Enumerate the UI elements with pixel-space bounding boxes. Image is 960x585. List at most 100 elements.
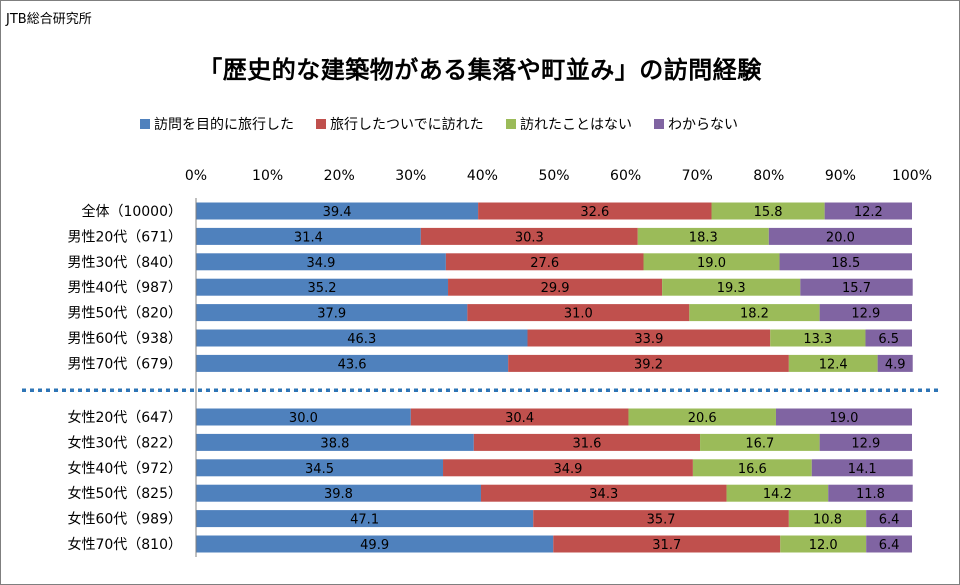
data-label: 49.9 <box>360 538 389 553</box>
legend-swatch <box>140 119 150 129</box>
bar-segment <box>196 304 468 322</box>
bar-segment <box>819 304 912 322</box>
data-label: 14.1 <box>848 462 877 477</box>
bar-segment <box>448 278 663 296</box>
data-label: 37.9 <box>317 307 346 322</box>
data-label: 39.2 <box>634 357 663 372</box>
bar-segment <box>726 484 829 502</box>
category-label: 女性70代（810） <box>67 536 182 553</box>
bar-segment <box>866 535 912 553</box>
legend-label: わからない <box>668 117 738 133</box>
bar-segment <box>196 202 479 220</box>
data-label: 16.7 <box>745 436 774 451</box>
data-label: 31.7 <box>652 538 681 553</box>
bar-segment <box>196 510 534 528</box>
x-tick-label: 60% <box>610 168 641 184</box>
data-label: 18.3 <box>689 230 718 245</box>
bar-segment <box>467 304 690 322</box>
legend-swatch <box>316 119 326 129</box>
data-label: 46.3 <box>347 332 376 347</box>
data-label: 12.0 <box>809 538 838 553</box>
chart-title: 「歴史的な建築物がある集落や町並み」の訪問経験 <box>198 56 762 84</box>
bar-segment <box>788 510 867 528</box>
bar-segment <box>828 484 913 502</box>
category-label: 女性60代（989） <box>67 511 182 528</box>
bar-segment <box>420 227 638 245</box>
data-label: 27.6 <box>530 256 559 271</box>
data-label: 13.3 <box>803 332 832 347</box>
bar-segment <box>473 433 701 451</box>
bar-segment <box>711 202 825 220</box>
category-label: 男性50代（820） <box>67 306 182 322</box>
x-tick-label: 30% <box>395 168 426 184</box>
data-label: 34.9 <box>553 462 582 477</box>
category-label: 男性70代（679） <box>67 356 182 372</box>
bar-segment <box>196 433 474 451</box>
data-label: 30.3 <box>515 230 544 245</box>
bar-segment <box>819 433 912 451</box>
data-label: 19.0 <box>830 411 859 426</box>
category-label: 女性20代（647） <box>67 409 182 426</box>
category-label: 男性30代（840） <box>67 255 182 271</box>
data-label: 4.9 <box>885 357 906 372</box>
bar-segment <box>866 510 912 528</box>
bar-segment <box>410 408 629 426</box>
data-label: 29.9 <box>541 281 570 296</box>
bar-segment <box>478 202 712 220</box>
bar-segment <box>445 253 644 271</box>
data-label: 20.0 <box>826 230 855 245</box>
data-label: 31.0 <box>564 307 593 322</box>
bar-segment <box>196 329 528 347</box>
bar-segment <box>443 459 693 477</box>
bar-segment <box>533 510 789 528</box>
category-label: 女性40代（972） <box>67 460 182 477</box>
bar-segment <box>811 459 913 477</box>
data-label: 34.3 <box>589 487 618 502</box>
data-label: 34.5 <box>305 462 334 477</box>
bar-segment <box>780 535 867 553</box>
bar-segment <box>775 408 912 426</box>
data-label: 18.5 <box>831 256 860 271</box>
bar-segment <box>527 329 771 347</box>
bar-segment <box>800 278 913 296</box>
bar-segment <box>196 253 446 271</box>
data-label: 14.2 <box>763 487 792 502</box>
x-tick-label: 10% <box>252 168 283 184</box>
bar-segment <box>637 227 769 245</box>
data-label: 39.4 <box>323 205 352 220</box>
bar-segment <box>700 433 820 451</box>
data-label: 19.0 <box>697 256 726 271</box>
data-label: 6.4 <box>879 513 900 528</box>
bar-segment <box>768 227 912 245</box>
legend-swatch <box>506 119 516 129</box>
data-label: 20.6 <box>688 411 717 426</box>
category-label: 女性30代（822） <box>67 434 182 451</box>
bar-segment <box>877 354 913 372</box>
data-label: 30.0 <box>289 411 318 426</box>
data-label: 31.4 <box>294 230 323 245</box>
bar-segment <box>508 354 789 372</box>
legend-label: 訪問を目的に旅行した <box>154 117 294 133</box>
x-tick-label: 0% <box>185 168 207 184</box>
bar-segment <box>788 354 878 372</box>
data-label: 15.8 <box>754 205 783 220</box>
data-label: 35.2 <box>308 281 337 296</box>
bar-segment <box>692 459 812 477</box>
x-tick-label: 80% <box>753 168 784 184</box>
data-label: 43.6 <box>338 357 367 372</box>
data-label: 32.6 <box>580 205 609 220</box>
bar-segment <box>553 535 781 553</box>
bar-segment <box>196 484 481 502</box>
legend-swatch <box>654 119 664 129</box>
category-label: 全体（10000） <box>81 203 182 220</box>
data-label: 47.1 <box>350 513 379 528</box>
bar-segment <box>662 278 801 296</box>
data-label: 30.4 <box>505 411 534 426</box>
bar-segment <box>865 329 912 347</box>
data-label: 19.3 <box>717 281 746 296</box>
data-label: 18.2 <box>740 307 769 322</box>
x-tick-label: 40% <box>467 168 498 184</box>
data-label: 12.9 <box>851 307 880 322</box>
legend-label: 旅行したついでに訪れた <box>330 117 484 133</box>
